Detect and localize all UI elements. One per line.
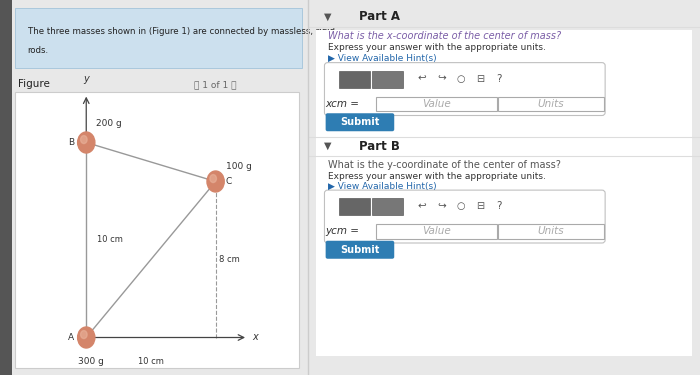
Text: The three masses shown in (Figure 1) are connected by massless, rigid: The three masses shown in (Figure 1) are… [28, 27, 335, 36]
Text: 200 g: 200 g [97, 119, 122, 128]
Text: x: x [253, 333, 258, 342]
Circle shape [210, 175, 216, 183]
Text: xᴄm =: xᴄm = [326, 99, 360, 109]
Text: 10 cm: 10 cm [138, 357, 164, 366]
Text: ▼: ▼ [323, 12, 331, 22]
Text: Figure: Figure [18, 80, 50, 89]
Text: y: y [83, 74, 89, 84]
Text: C: C [226, 177, 232, 186]
Text: Express your answer with the appropriate units.: Express your answer with the appropriate… [328, 43, 545, 52]
Text: ⊟: ⊟ [477, 201, 484, 211]
Text: 300 g: 300 g [78, 357, 104, 366]
FancyBboxPatch shape [325, 190, 605, 243]
Circle shape [207, 171, 224, 192]
Text: ⊟: ⊟ [477, 74, 484, 84]
Text: ↪: ↪ [438, 201, 446, 211]
Text: Units: Units [538, 226, 564, 236]
FancyBboxPatch shape [15, 92, 299, 368]
Text: What is the y-coordinate of the center of mass?: What is the y-coordinate of the center o… [328, 160, 561, 170]
Text: ▶ View Available Hint(s): ▶ View Available Hint(s) [328, 54, 436, 63]
Circle shape [80, 136, 87, 144]
Text: B: B [69, 138, 74, 147]
FancyBboxPatch shape [326, 113, 394, 131]
Text: 10 cm: 10 cm [97, 236, 122, 244]
FancyBboxPatch shape [316, 158, 692, 356]
FancyBboxPatch shape [325, 63, 605, 116]
Text: Part A: Part A [359, 10, 400, 23]
Text: Units: Units [538, 99, 564, 109]
FancyBboxPatch shape [376, 224, 497, 238]
Text: A: A [69, 333, 74, 342]
Text: Part B: Part B [359, 140, 400, 153]
Text: ○: ○ [457, 74, 466, 84]
Circle shape [78, 327, 95, 348]
FancyBboxPatch shape [372, 198, 403, 215]
FancyBboxPatch shape [376, 97, 497, 111]
FancyBboxPatch shape [498, 224, 603, 238]
FancyBboxPatch shape [498, 97, 603, 111]
FancyBboxPatch shape [372, 70, 403, 88]
FancyBboxPatch shape [339, 70, 370, 88]
Text: ↩: ↩ [418, 74, 426, 84]
Text: Express your answer with the appropriate units.: Express your answer with the appropriate… [328, 172, 545, 181]
FancyBboxPatch shape [316, 30, 692, 188]
Text: 8 cm: 8 cm [218, 255, 239, 264]
Circle shape [78, 132, 95, 153]
FancyBboxPatch shape [0, 0, 13, 375]
Text: Submit: Submit [340, 117, 380, 127]
Text: 100 g: 100 g [226, 162, 251, 171]
Text: Value: Value [422, 226, 451, 236]
Text: ▶ View Available Hint(s): ▶ View Available Hint(s) [328, 182, 436, 191]
Text: ?: ? [496, 201, 502, 211]
Circle shape [80, 331, 87, 339]
FancyBboxPatch shape [15, 8, 302, 68]
Text: ↪: ↪ [438, 74, 446, 84]
FancyBboxPatch shape [339, 198, 370, 215]
Text: rods.: rods. [28, 46, 49, 55]
Text: ↩: ↩ [418, 201, 426, 211]
Text: ▼: ▼ [323, 141, 331, 151]
Text: Submit: Submit [340, 245, 380, 255]
Text: ○: ○ [457, 201, 466, 211]
Text: Value: Value [422, 99, 451, 109]
Text: yᴄm =: yᴄm = [326, 226, 360, 236]
Text: What is the x-coordinate of the center of mass?: What is the x-coordinate of the center o… [328, 31, 561, 40]
FancyBboxPatch shape [326, 241, 394, 259]
Text: 〈 1 of 1 〉: 〈 1 of 1 〉 [195, 80, 237, 89]
Text: ?: ? [496, 74, 502, 84]
